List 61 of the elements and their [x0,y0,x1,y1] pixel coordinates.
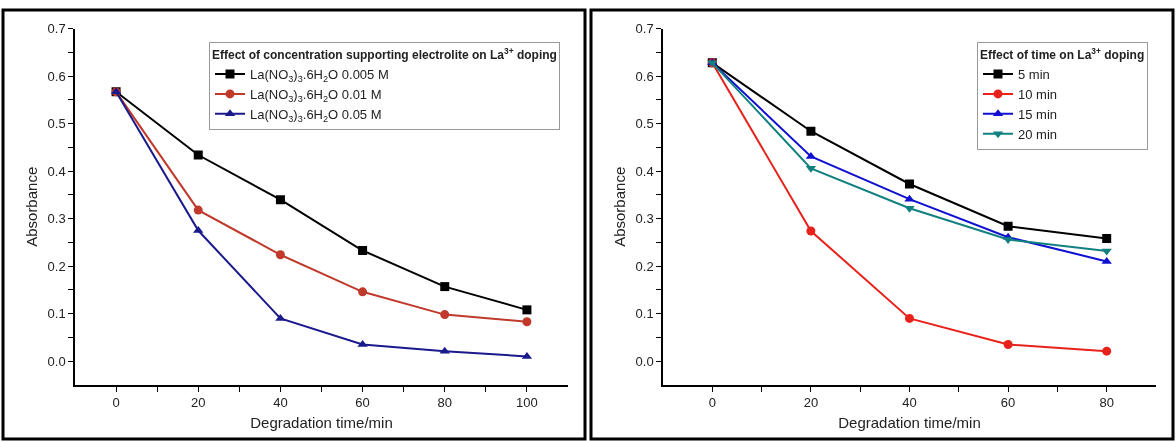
point [1003,221,1013,231]
point [1102,346,1112,356]
y-tick-label: 0.7 [47,21,66,37]
y-tick-label: 0.4 [47,163,66,179]
x-tick-label: 20 [191,395,206,411]
point [904,205,915,213]
legend-label: 20 min [1018,126,1058,142]
y-tick-label: 0.5 [635,116,654,132]
legend-title: Effect of concentration supporting electrolite on La$^{3+}$ doping [212,45,557,63]
y-tick-label: 0.6 [635,68,654,84]
point [275,313,286,321]
point [440,282,450,292]
point [193,205,203,215]
x-axis-title: Degradation time/min [838,413,981,431]
y-axis-title: Absorbance [23,166,41,247]
legend-title: Effect of time on La$^{3+}$ doping [980,45,1145,63]
legend-label: La(NO$_{3}$)$_{3}$.6H$_{2}$O 0.05 M [250,106,382,124]
y-axis-title: Absorbance [611,166,629,247]
x-tick-label: 40 [273,395,288,411]
x-tick-label: 80 [1099,395,1114,411]
point [358,287,368,297]
legend-label: 15 min [1018,106,1058,122]
y-tick-label: 0.1 [635,306,654,322]
y-tick-label: 0.2 [635,258,654,274]
x-tick-label: 40 [902,395,917,411]
point [806,126,816,136]
point [358,245,368,255]
point [275,195,285,205]
y-tick-label: 0.1 [47,306,66,322]
point [905,179,914,189]
y-tick-label: 0.0 [47,353,66,369]
x-tick-label: 80 [437,395,452,411]
point [905,313,914,323]
y-tick-label: 0.4 [635,163,654,179]
point [806,226,816,236]
x-tick-label: 0 [708,395,716,411]
x-tick-label: 100 [516,395,538,411]
point [193,150,203,160]
point [522,317,532,327]
point [275,250,285,260]
point [440,310,450,320]
point [522,305,532,315]
legend-label: 5 min [1018,67,1050,83]
x-axis-title: Degradation time/min [250,413,393,431]
y-tick-label: 0.3 [635,211,654,227]
legend-label: La(NO$_{3}$)$_{3}$.6H$_{2}$O 0.01 M [250,86,382,104]
legend-label: 10 min [1018,86,1058,102]
x-tick-label: 60 [1000,395,1016,411]
legend-label: La(NO$_{3}$)$_{3}$.6H$_{2}$O 0.005 M [250,67,389,84]
y-tick-label: 0.0 [635,353,654,369]
y-tick-label: 0.6 [47,68,66,84]
y-tick-label: 0.5 [47,116,66,132]
y-tick-label: 0.7 [635,21,654,37]
point [1102,234,1112,244]
y-tick-label: 0.3 [47,211,66,227]
point [1101,256,1112,264]
x-tick-label: 60 [355,395,370,411]
y-tick-label: 0.2 [47,258,66,274]
x-tick-label: 0 [112,395,120,411]
x-tick-label: 20 [803,395,819,411]
point [1003,340,1013,350]
